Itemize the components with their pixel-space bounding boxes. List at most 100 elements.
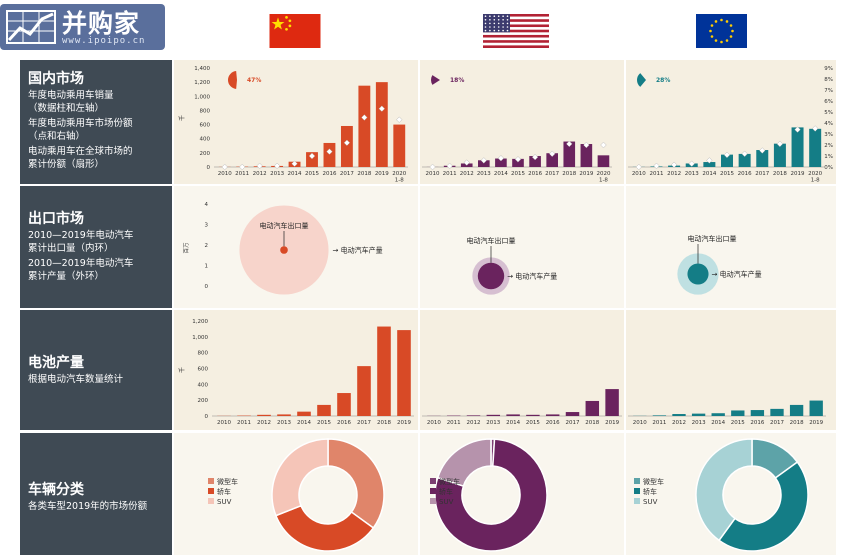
bar xyxy=(340,125,353,167)
us-flag-star xyxy=(506,22,509,25)
share-point xyxy=(221,163,228,171)
x-tick-label: 2013 xyxy=(486,420,500,426)
us-flag-star xyxy=(497,19,500,21)
row-sub-export-1: 2010—2019年电动汽车 累计出口量（内环） xyxy=(28,230,134,254)
share-point xyxy=(706,157,713,164)
legend-swatch xyxy=(634,498,640,504)
donut-slice xyxy=(271,438,329,517)
us-flag-star xyxy=(484,26,487,28)
x-tick-label: 2015 xyxy=(511,171,525,177)
bar xyxy=(317,404,331,416)
share-point xyxy=(308,152,316,160)
x-tick-label: 2017 xyxy=(340,171,354,177)
domestic-sales-chart-china: 0 200 400 600 800 1,000 1,200 1,400 千 2010 2011 201… xyxy=(174,60,418,184)
us-flag-star xyxy=(502,19,504,21)
bar xyxy=(756,150,769,167)
x-tick-label: 2012 xyxy=(257,420,271,426)
y-tick-label: 0 xyxy=(205,284,209,290)
production-label: → 电动汽车产量 xyxy=(507,272,557,281)
bar xyxy=(652,415,667,416)
bar xyxy=(770,408,784,416)
share-point xyxy=(429,163,436,171)
x-tick-label: 2014 xyxy=(297,420,311,426)
y-tick-label: 1,000 xyxy=(192,335,208,341)
y-tick-label: 400 xyxy=(198,382,209,388)
eu-flag-star xyxy=(729,24,733,27)
share-point xyxy=(378,105,385,112)
x-tick-label: 2012 xyxy=(253,171,267,177)
row-sub-export-2: 2010—2019年电动汽车 累计产量（外环） xyxy=(28,258,134,282)
share-point xyxy=(239,163,246,171)
bar xyxy=(323,142,336,167)
share-point xyxy=(600,141,607,149)
share-point xyxy=(256,162,263,170)
row-sub-domestic-2: 年度电动乘用车市场份额 （点和右轴） xyxy=(28,118,133,142)
row-sub-vehicle-1: 各类车型2019年的市场份额 xyxy=(28,501,148,512)
eu-flag-star xyxy=(710,24,714,27)
eu-flag-star xyxy=(720,18,723,22)
us-flag-star xyxy=(497,29,500,32)
bar xyxy=(357,366,371,416)
x-tick-label: 2015 xyxy=(720,171,734,177)
us-flag-star xyxy=(502,26,504,28)
y-axis-label: 千 xyxy=(178,367,186,373)
global-share-label: 47% xyxy=(247,77,261,84)
x-tick-label: 2013 xyxy=(477,171,491,177)
bar xyxy=(605,389,619,416)
x-tick-label: 2018 xyxy=(773,171,787,177)
us-flag-stripe xyxy=(483,14,549,17)
bar xyxy=(773,143,786,167)
row-sub-domestic-1: 年度电动乘用车销量 （数据柱和左轴） xyxy=(28,90,114,114)
global-share-slice xyxy=(637,73,646,87)
us-flag-star xyxy=(497,15,500,17)
us-flag-star xyxy=(497,22,500,25)
x-tick-label: 2016 xyxy=(738,171,752,177)
share-point xyxy=(759,147,766,154)
x-tick-label: 2011 xyxy=(235,171,249,177)
us-flag-star xyxy=(506,19,509,21)
x-tick-label: 2016 xyxy=(337,420,351,426)
us-flag-stripe xyxy=(483,21,549,25)
share-point xyxy=(583,141,590,149)
legend-label: 微型车 xyxy=(439,477,460,486)
right-tick-label: 9% xyxy=(824,66,833,72)
x-tick-label: 2019 xyxy=(809,420,823,426)
us-flag-star xyxy=(493,29,496,32)
share-point xyxy=(480,157,487,164)
brand-url: www.ipoipo.cn xyxy=(62,36,146,46)
us-flag-star xyxy=(497,26,500,28)
row-sub-battery-1: 根据电动汽车数量统计 xyxy=(28,374,124,385)
us-flag-stripe xyxy=(483,34,549,38)
us-flag-star xyxy=(502,29,504,32)
donut-slice xyxy=(718,461,809,552)
us-flag-stripe xyxy=(483,19,549,23)
bar xyxy=(495,158,507,167)
bar xyxy=(529,156,541,167)
x-tick-label: 2020 xyxy=(596,171,610,177)
bar xyxy=(731,410,745,416)
x-tick-label: 2010 xyxy=(218,171,232,177)
x-tick-label: 2019 xyxy=(375,171,389,177)
x-tick-label: 2020 xyxy=(392,171,406,177)
x-tick-label: 2012 xyxy=(460,171,474,177)
bar xyxy=(486,414,501,416)
right-tick-label: 2% xyxy=(824,143,833,149)
bar xyxy=(358,85,371,167)
share-point xyxy=(361,114,368,121)
global-share-slice xyxy=(431,75,440,85)
legend-label: SUV xyxy=(439,498,454,506)
legend-swatch xyxy=(430,498,436,504)
row-label-battery: 电池产量 根据电动汽车数量统计 xyxy=(20,310,172,430)
x-tick-label: 2011 xyxy=(447,420,461,426)
x-tick-label: 2018 xyxy=(585,420,599,426)
brand-name: 并购家 xyxy=(62,9,141,38)
x-tick-label: 2010 xyxy=(426,171,440,177)
bar xyxy=(563,141,576,167)
eu-flag-star xyxy=(714,39,718,42)
donut-slice xyxy=(436,438,492,487)
share-point xyxy=(326,148,333,155)
right-tick-label: 4% xyxy=(824,121,833,127)
legend-label: 轿车 xyxy=(217,487,231,496)
export-chart-eu: 电动汽车出口量 → 电动汽车产量 xyxy=(626,186,836,308)
